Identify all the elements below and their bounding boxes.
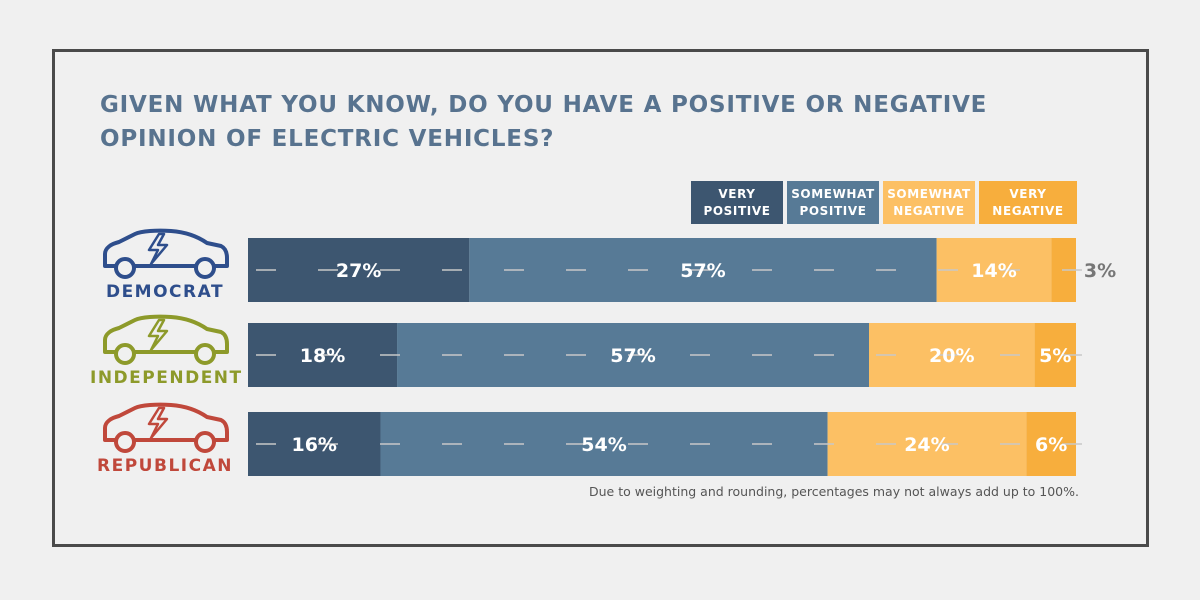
- legend-very-negative: VERY NEGATIVE: [979, 181, 1077, 224]
- legend-somewhat-positive: SOMEWHAT POSITIVE: [787, 181, 879, 224]
- party-label: REPUBLICAN: [97, 456, 233, 476]
- legend-somewhat-negative: SOMEWHAT NEGATIVE: [883, 181, 975, 224]
- data-label-very-negative: 6%: [1035, 434, 1067, 456]
- data-label-somewhat-positive: 57%: [610, 345, 655, 367]
- bar-segment-very-positive: [248, 238, 470, 302]
- data-label-somewhat-negative: 20%: [929, 345, 974, 367]
- party-republican: REPUBLICAN: [90, 402, 240, 476]
- legend-label: VERY POSITIVE: [703, 186, 771, 218]
- data-label-somewhat-positive: 54%: [581, 434, 626, 456]
- party-democrat: DEMOCRAT: [90, 228, 240, 302]
- party-label: DEMOCRAT: [105, 282, 225, 302]
- chart-frame: [52, 49, 1149, 547]
- car-icon: [103, 314, 229, 365]
- legend-very-positive: VERY POSITIVE: [691, 181, 783, 224]
- bar-segment-somewhat-negative: [827, 412, 1027, 476]
- data-label-somewhat-negative: 14%: [971, 260, 1016, 282]
- data-label-very-positive: 18%: [300, 345, 345, 367]
- party-label: INDEPENDENT: [90, 368, 243, 388]
- legend-label: SOMEWHAT POSITIVE: [791, 186, 875, 218]
- data-label-very-negative: 3%: [1084, 260, 1116, 282]
- legend-label: VERY NEGATIVE: [992, 186, 1064, 218]
- data-label-somewhat-negative: 24%: [904, 434, 949, 456]
- data-label-very-positive: 16%: [291, 434, 336, 456]
- legend-label: SOMEWHAT NEGATIVE: [887, 186, 971, 218]
- car-icon: [103, 402, 229, 453]
- footnote: Due to weighting and rounding, percentag…: [588, 484, 1079, 499]
- party-independent: INDEPENDENT: [90, 314, 243, 388]
- data-label-very-positive: 27%: [336, 260, 381, 282]
- data-label-somewhat-positive: 57%: [680, 260, 725, 282]
- car-icon: [103, 228, 229, 279]
- data-label-very-negative: 5%: [1039, 345, 1071, 367]
- chart-title: GIVEN WHAT YOU KNOW, DO YOU HAVE A POSIT…: [100, 92, 988, 152]
